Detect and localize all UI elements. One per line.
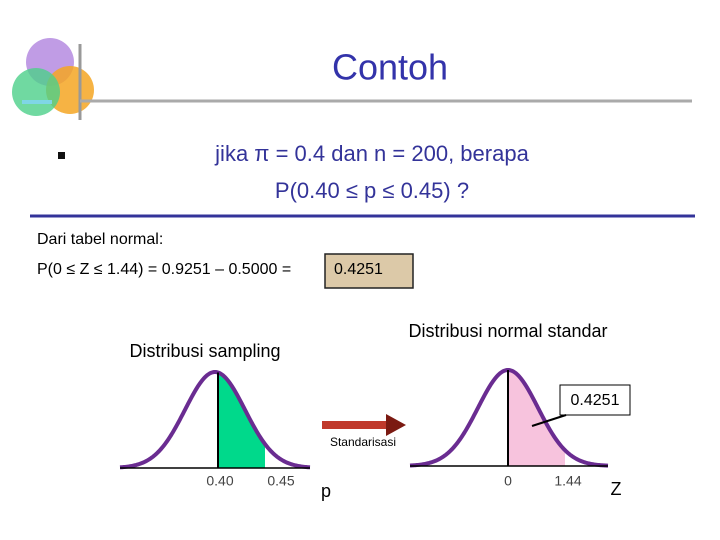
shaded-area [508, 370, 565, 466]
formula-result: 0.4251 [334, 261, 383, 278]
formula: P(0 ≤ Z ≤ 1.44) = 0.9251 – 0.5000 = [37, 261, 291, 278]
decoration [12, 38, 692, 120]
result-box [324, 253, 414, 289]
shaded-area [218, 372, 265, 468]
area-label: 0.4251 [571, 392, 620, 409]
axis-label: p [321, 481, 331, 501]
left-curve [119, 369, 311, 470]
bullet [58, 152, 65, 159]
cut-label: 0.45 [267, 473, 294, 489]
pointer [531, 414, 567, 427]
question-line: P(0.40 ≤ p ≤ 0.45) ? [275, 178, 469, 203]
cut-label: 0.40 [206, 473, 233, 489]
axis-label: Z [611, 479, 622, 499]
cut-label: 0 [504, 473, 512, 489]
bell-curve [119, 369, 311, 470]
arrow-label: Standarisasi [330, 435, 396, 449]
arrow-head [386, 414, 406, 436]
question-line: jika π = 0.4 dan n = 200, berapa [214, 141, 529, 166]
cut-label: 1.44 [554, 473, 581, 489]
right-curve [409, 367, 609, 468]
title: Contoh [332, 47, 448, 88]
curve-title: Distribusi normal standar [408, 321, 607, 341]
curve-title: Distribusi sampling [129, 341, 280, 361]
note-label: Dari tabel normal: [37, 231, 163, 248]
area-box [559, 384, 631, 416]
